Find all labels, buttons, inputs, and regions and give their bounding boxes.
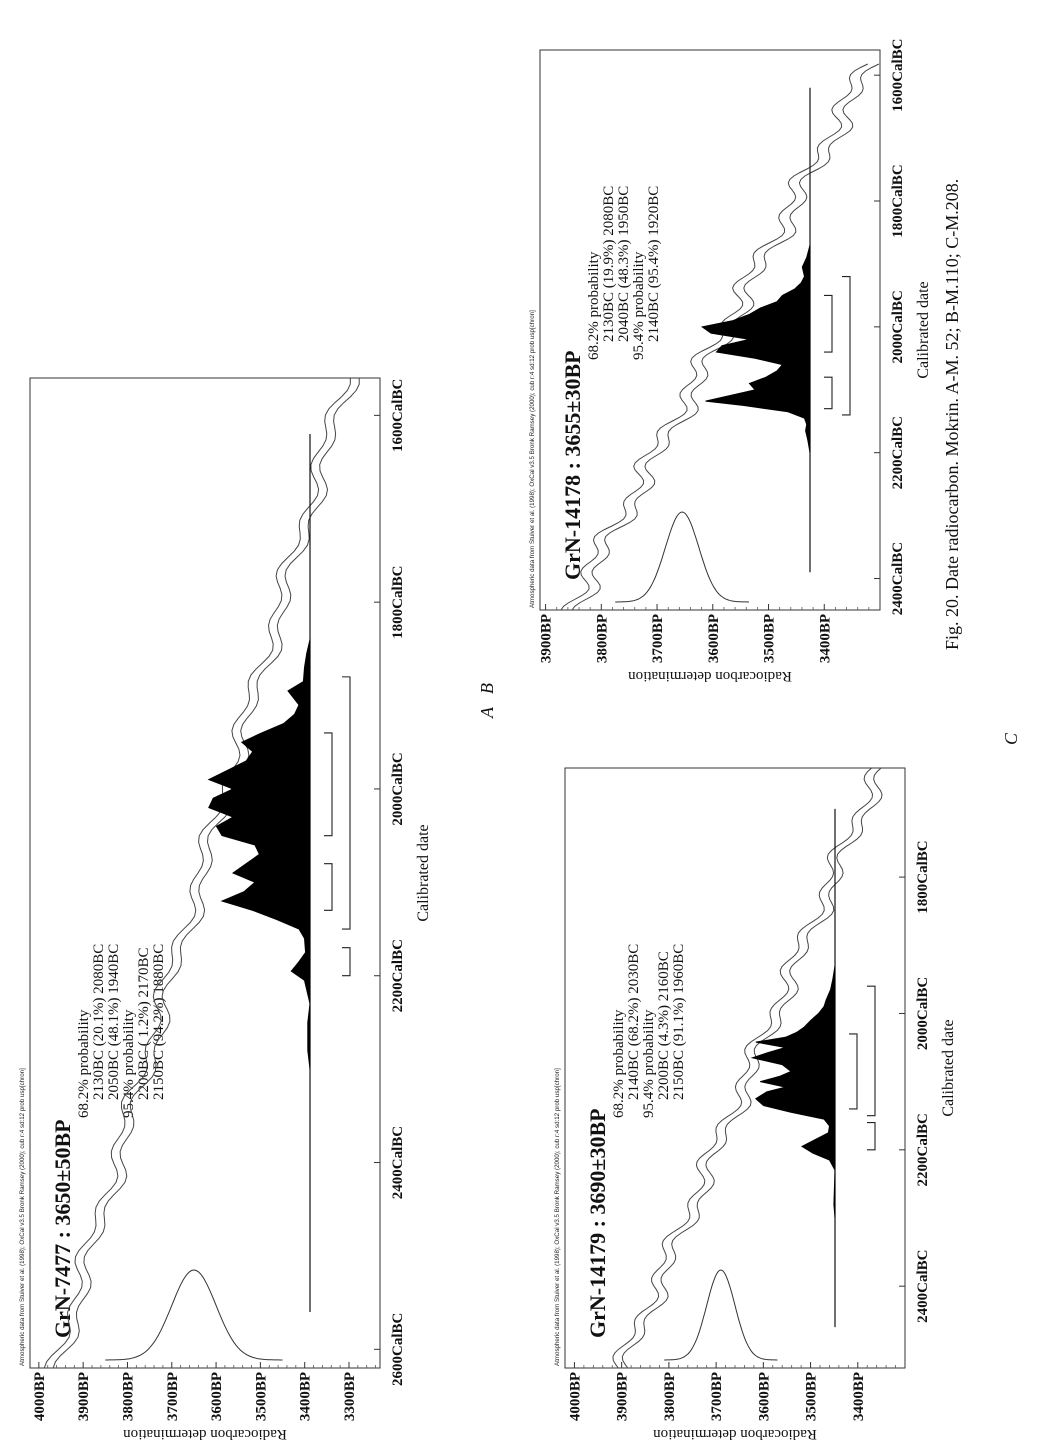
y-tick-label: 3600BP	[706, 614, 722, 663]
chart-panel-c: Atmospheric data from Stuiver et al. (19…	[554, 767, 957, 1442]
range-bracket-95	[867, 1121, 876, 1151]
probability-line: 95.4% probability	[631, 251, 647, 360]
range-bracket-68	[824, 294, 833, 353]
x-tick-label: 1800CalBC	[915, 840, 931, 913]
x-tick-label: 2200CalBC	[890, 416, 906, 489]
y-tick-label: 4000BP	[567, 1372, 583, 1421]
probability-line: 2130BC (20.1%) 2080BC	[91, 944, 107, 1100]
probability-line: 95.4% probability	[121, 1009, 137, 1118]
range-bracket-95	[342, 947, 351, 977]
x-tick-label: 2000CalBC	[890, 290, 906, 363]
y-tick-label: 3900BP	[539, 614, 555, 663]
oxcal-header: Atmospheric data from Stuiver et al. (19…	[529, 310, 536, 608]
probability-line: 2050BC (48.1%) 1940BC	[106, 944, 122, 1100]
y-tick-label: 3800BP	[120, 1372, 136, 1421]
range-bracket-95	[867, 985, 876, 1117]
probability-line: 2140BC (68.2%) 2030BC	[626, 944, 642, 1100]
range-bracket-68	[324, 863, 333, 911]
range-bracket-68	[849, 1033, 858, 1110]
posterior-distribution	[207, 639, 311, 1070]
x-tick-label: 2400CalBC	[890, 542, 906, 615]
y-tick-label: 3500BP	[804, 1372, 820, 1421]
x-tick-label: 1600CalBC	[390, 379, 406, 452]
y-tick-label: 3900BP	[615, 1372, 631, 1421]
y-tick-label: 3600BP	[756, 1372, 772, 1421]
probability-line: 2130BC (19.9%) 2080BC	[601, 186, 617, 342]
probability-line: 2200BC (4.3%) 2160BC	[656, 951, 672, 1100]
range-bracket-95	[842, 275, 851, 416]
x-tick-label: 2000CalBC	[915, 977, 931, 1050]
y-tick-label: 3800BP	[594, 614, 610, 663]
x-tick-label: 1800CalBC	[390, 565, 406, 638]
oxcal-header: Atmospheric data from Stuiver et al. (19…	[19, 1068, 26, 1366]
probability-line: 2200BC ( 1.2%) 2170BC	[136, 947, 152, 1100]
probability-line: 68.2% probability	[611, 1009, 627, 1118]
panel-letter-c: C	[1001, 732, 1021, 745]
y-tick-label: 3400BP	[817, 614, 833, 663]
x-tick-label: 1800CalBC	[890, 164, 906, 237]
range-bracket-95	[342, 676, 351, 930]
probability-line: 68.2% probability	[586, 251, 602, 360]
x-axis-label: Calibrated date	[915, 281, 932, 378]
panel-letter-a: A	[477, 706, 497, 719]
posterior-distribution	[750, 965, 836, 1219]
posterior-distribution	[700, 244, 811, 453]
y-axis-label: Radiocarbon determination	[653, 1426, 817, 1442]
probability-line: 2040BC (48.3%) 1950BC	[616, 186, 632, 342]
y-tick-label: 3800BP	[662, 1372, 678, 1421]
chart-panel-a: Atmospheric data from Stuiver et al. (19…	[19, 377, 432, 1442]
x-tick-label: 1600CalBC	[890, 38, 906, 111]
x-tick-label: 2400CalBC	[915, 1250, 931, 1323]
calibration-curve-lower	[621, 767, 883, 1369]
probability-line: 2150BC (94.2%) 1880BC	[151, 944, 167, 1100]
probability-line: 68.2% probability	[76, 1009, 92, 1118]
y-tick-label: 3500BP	[762, 614, 778, 663]
oxcal-header: Atmospheric data from Stuiver et al. (19…	[554, 1068, 561, 1366]
probability-line: 2140BC (95.4%) 1920BC	[646, 186, 662, 342]
radiocarbon-gaussian	[105, 1269, 283, 1361]
y-tick-label: 3700BP	[165, 1372, 181, 1421]
range-bracket-68	[324, 732, 333, 837]
x-tick-label: 2000CalBC	[390, 752, 406, 825]
calibration-curve-upper	[612, 767, 874, 1369]
x-tick-label: 2400CalBC	[390, 1126, 406, 1199]
calibration-curve-upper	[560, 63, 869, 611]
calibration-curve-lower	[52, 378, 360, 1369]
y-axis-label: Radiocarbon determination	[123, 1426, 287, 1442]
x-tick-label: 2200CalBC	[390, 939, 406, 1012]
y-tick-label: 3600BP	[209, 1372, 225, 1421]
y-tick-label: 3400BP	[851, 1372, 867, 1421]
y-tick-label: 3500BP	[253, 1372, 269, 1421]
panel-letter-b: B	[477, 683, 497, 694]
plot-frame	[539, 49, 881, 611]
y-axis-label: Radiocarbon determination	[628, 668, 792, 684]
y-tick-label: 3700BP	[650, 614, 666, 663]
chart-panel-b: Atmospheric data from Stuiver et al. (19…	[529, 38, 932, 684]
range-bracket-68	[824, 376, 833, 410]
y-tick-label: 3700BP	[709, 1372, 725, 1421]
plot-frame	[29, 377, 381, 1369]
probability-line: 95.4% probability	[641, 1009, 657, 1118]
x-axis-label: Calibrated date	[415, 824, 432, 921]
probability-line: 2150BC (91.1%) 1960BC	[671, 944, 687, 1100]
x-tick-label: 2600CalBC	[390, 1313, 406, 1386]
radiocarbon-gaussian	[615, 511, 749, 603]
x-tick-label: 2200CalBC	[915, 1113, 931, 1186]
chart-title: GrN-14178 : 3655±30BP	[560, 350, 585, 580]
x-axis-label: Calibrated date	[940, 1019, 957, 1116]
y-tick-label: 4000BP	[32, 1372, 48, 1421]
y-tick-label: 3300BP	[342, 1372, 358, 1421]
chart-title: GrN-7477 : 3650±50BP	[50, 1119, 75, 1338]
chart-title: GrN-14179 : 3690±30BP	[585, 1108, 610, 1338]
figure-caption: Fig. 20. Date radiocarbon. Mokrin. A-M. …	[942, 179, 962, 650]
radiocarbon-gaussian	[664, 1269, 778, 1361]
y-tick-label: 3900BP	[76, 1372, 92, 1421]
y-tick-label: 3400BP	[298, 1372, 314, 1421]
calibration-curve-upper	[43, 378, 351, 1369]
